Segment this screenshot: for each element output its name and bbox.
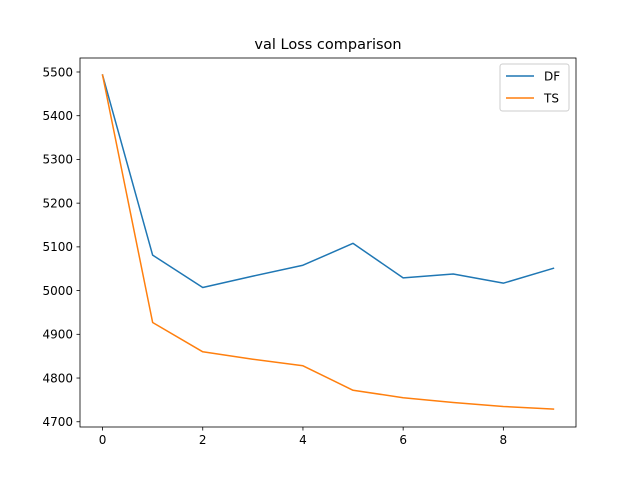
y-tick-label: 5400 (42, 109, 73, 123)
series-line-ts (101, 74, 555, 410)
y-tick-label: 5100 (42, 240, 73, 254)
plot-area: 0 2 4 6 8 4700 4800 4900 5000 5100 5200 5300 5400 550… (42, 57, 577, 447)
axes-frame (79, 57, 577, 428)
x-tick-label: 8 (500, 433, 508, 447)
legend-label-ts: TS (543, 91, 559, 105)
y-tick-label: 4800 (42, 371, 73, 385)
y-tick-label: 5500 (42, 65, 73, 79)
legend-label-df: DF (544, 69, 560, 83)
x-tick-label: 6 (399, 433, 407, 447)
x-tick-label: 4 (299, 433, 307, 447)
y-tick-label: 5200 (42, 196, 73, 210)
chart-title: val Loss comparison (254, 37, 401, 53)
y-tick-label: 5300 (42, 153, 73, 167)
x-tick-label: 0 (99, 433, 107, 447)
series-line-df (101, 74, 555, 289)
y-tick-label: 4900 (42, 328, 73, 342)
x-tick-label: 2 (199, 433, 207, 447)
y-tick-label: 5000 (42, 284, 73, 298)
y-tick-label: 4700 (42, 415, 73, 429)
